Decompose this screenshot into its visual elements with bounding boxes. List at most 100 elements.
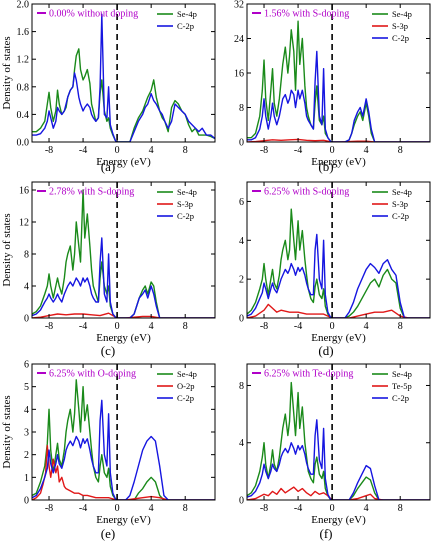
x-tick-label: 4 [364, 321, 369, 332]
legend-entry: O-2p [177, 381, 194, 391]
y-tick-label: 1.2 [17, 55, 30, 66]
series-line-c-2p [32, 237, 215, 318]
legend-entry: Se-4p [177, 187, 197, 197]
x-tick-label: -4 [79, 145, 87, 156]
y-tick-label: 3 [24, 428, 29, 439]
series-line-se-4p [32, 48, 215, 142]
y-tick-label: 0 [24, 314, 29, 325]
legend-entry: Se-4p [177, 369, 197, 379]
y-tick-label: 0 [239, 314, 244, 325]
series-line-c-2p [32, 399, 215, 500]
y-tick-label: 2 [239, 275, 244, 286]
x-tick-label: 8 [398, 503, 403, 514]
y-tick-label: 4 [24, 282, 29, 293]
x-tick-label: 4 [364, 503, 369, 514]
x-tick-label: 0 [115, 321, 120, 332]
x-tick-label: 4 [149, 321, 154, 332]
panel-title: 0.00% without doping [49, 9, 138, 20]
legend-entry: Se-4p [392, 369, 412, 379]
plot-frame [246, 363, 431, 501]
x-tick-label: 8 [183, 321, 188, 332]
panel-title: 2.78% with S-doping [49, 187, 134, 198]
panel-f: -8 -4 0 4 8 0 4 8 Energy (eV) 6.25% with Te-dopin… [239, 363, 431, 541]
series-line-s-3p [32, 312, 215, 318]
x-tick-label: -8 [260, 321, 268, 332]
x-tick-label: 0 [330, 145, 335, 156]
x-tick-label: 8 [183, 145, 188, 156]
legend-entry: S-3p [177, 199, 193, 209]
series-line-se-4p [247, 208, 430, 318]
series-line-se-4p [247, 381, 430, 500]
x-tick-label: -8 [45, 321, 53, 332]
legend-entry: Se-4p [392, 9, 412, 19]
legend-entry: Se-4p [392, 187, 412, 197]
legend-entry: S-3p [392, 21, 408, 31]
x-tick-label: 8 [398, 321, 403, 332]
legend-entry: C-2p [177, 211, 194, 221]
y-tick-label: 1 [24, 473, 29, 484]
panel-title: 1.56% with S-doping [264, 9, 349, 20]
x-axis-label: Energy (eV) [96, 514, 151, 526]
x-tick-label: -4 [294, 503, 302, 514]
panel-label: (f) [320, 526, 333, 541]
y-tick-label: 32 [234, 0, 244, 11]
x-tick-label: -8 [45, 503, 53, 514]
y-tick-label: 4 [239, 438, 244, 449]
panel-label: (e) [101, 526, 115, 541]
x-tick-label: -4 [294, 321, 302, 332]
y-tick-label: 8 [239, 381, 244, 392]
x-tick-label: 0 [115, 503, 120, 514]
y-tick-label: 24 [234, 34, 244, 45]
y-axis-label: Density of states [1, 36, 13, 109]
panel-title: 6.25% with O-doping [49, 369, 136, 380]
x-tick-label: 4 [149, 503, 154, 514]
legend-entry: C-2p [392, 393, 409, 403]
x-tick-label: 4 [149, 145, 154, 156]
y-tick-label: 0.4 [17, 110, 30, 121]
series-line-c-2p [247, 419, 430, 500]
y-tick-label: 8 [239, 103, 244, 114]
x-tick-label: 0 [330, 321, 335, 332]
y-tick-label: 6 [239, 197, 244, 208]
panel-c: -8 -4 0 4 8 0 4 8 12 16 Energy (eV) Density of stat… [1, 181, 216, 358]
panel-label: (c) [101, 343, 115, 358]
panel-title: 6.25% with S-doping [264, 187, 349, 198]
y-tick-label: 12 [19, 218, 29, 229]
y-tick-label: 0.8 [17, 82, 30, 93]
x-tick-label: -8 [260, 145, 268, 156]
panel-a: -8 -4 0 4 8 0.0 0.4 0.8 1.2 1.6 2.0 Energy (eV) Dens… [1, 0, 216, 174]
series-line-s-3p [247, 303, 430, 318]
y-tick-label: 16 [234, 69, 244, 80]
y-tick-label: 0.0 [17, 138, 30, 149]
x-tick-label: 0 [115, 145, 120, 156]
series-line-c-2p [32, 13, 215, 142]
x-tick-label: -4 [79, 503, 87, 514]
y-tick-label: 4 [24, 405, 29, 416]
y-tick-label: 2.0 [17, 0, 30, 11]
y-axis-label: Density of states [1, 395, 13, 468]
y-tick-label: 1.6 [17, 27, 30, 38]
x-tick-label: -4 [79, 321, 87, 332]
panel-b: -8 -4 0 4 8 0 8 16 24 32 Energy (eV) 1.56% with S-d… [234, 0, 431, 174]
x-axis-label: Energy (eV) [311, 514, 366, 526]
legend-entry: Se-4p [177, 9, 197, 19]
panel-d: -8 -4 0 4 8 0 2 4 6 Energy (eV) 6.25% with S-dopin… [239, 181, 431, 358]
plot-frame [31, 181, 216, 319]
y-axis-label: Density of states [1, 213, 13, 286]
x-axis-label: Energy (eV) [311, 156, 366, 168]
x-axis-label: Energy (eV) [311, 332, 366, 344]
x-tick-label: -8 [260, 503, 268, 514]
plot-frame [246, 181, 431, 319]
series-line-te-5p [247, 486, 430, 500]
x-tick-label: -4 [294, 145, 302, 156]
x-tick-label: -8 [45, 145, 53, 156]
y-tick-label: 0 [239, 496, 244, 507]
y-tick-label: 16 [19, 186, 29, 197]
series-line-c-2p [247, 233, 430, 318]
y-tick-label: 6 [24, 360, 29, 371]
legend-entry: C-2p [392, 211, 409, 221]
y-tick-label: 8 [24, 250, 29, 261]
panel-label: (b) [318, 159, 333, 174]
x-axis-label: Energy (eV) [96, 156, 151, 168]
